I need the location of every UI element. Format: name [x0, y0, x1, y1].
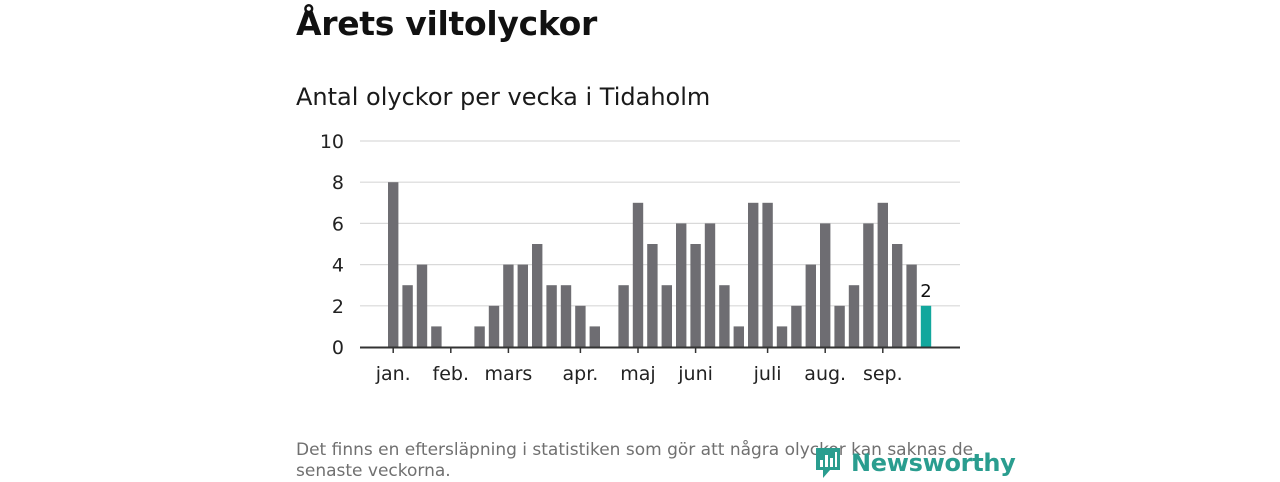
y-tick-label: 10: [320, 131, 344, 153]
y-tick-label: 0: [332, 337, 344, 359]
x-axis-ticks: jan. feb. mars apr. maj juni juli aug. sep.: [375, 348, 903, 385]
bar: [748, 202, 759, 347]
x-tick-label: feb.: [433, 363, 469, 385]
bar: [805, 264, 816, 347]
bar: [661, 285, 672, 347]
bar: [589, 326, 600, 347]
bar: [488, 305, 500, 347]
bar: [791, 305, 802, 347]
bar: [762, 202, 773, 347]
bar: [575, 305, 586, 347]
bar: [532, 244, 543, 347]
x-tick-label: apr.: [562, 363, 598, 385]
newsworthy-logo-icon: [816, 448, 840, 478]
bar: [834, 305, 845, 347]
bar: [431, 326, 442, 347]
footnote: Det finns en eftersläpning i statistiken…: [296, 440, 974, 481]
bar: [690, 244, 701, 347]
bar: [906, 264, 917, 347]
page-title: Årets viltolyckor: [296, 4, 597, 43]
bars: [388, 182, 932, 347]
x-tick-label: sep.: [863, 363, 903, 385]
bar: [618, 285, 629, 347]
bar-chart: 0 2 4 6 8 10 jan. feb. mars apr. maj juni juli aug. s…: [320, 131, 960, 385]
bar: [632, 202, 644, 347]
bar: [416, 264, 428, 347]
bar: [719, 285, 730, 347]
y-tick-label: 6: [332, 213, 344, 235]
bar: [546, 285, 557, 347]
bar: [503, 264, 514, 347]
bar: [892, 244, 903, 347]
data-labels: 2: [920, 281, 931, 302]
x-tick-label: juli: [753, 363, 782, 385]
bar: [704, 223, 716, 347]
bar: [560, 285, 572, 347]
bar: [820, 223, 831, 347]
y-tick-label: 2: [332, 296, 344, 318]
y-tick-label: 8: [332, 172, 344, 194]
bar: [776, 326, 788, 347]
bar: [877, 202, 888, 347]
x-tick-label: juni: [677, 363, 713, 385]
bar: [517, 264, 528, 347]
bar: [647, 244, 658, 347]
brand-logo: Newsworthy: [814, 446, 1016, 480]
bar: [402, 285, 413, 347]
chart-title: Antal olyckor per vecka i Tidaholm: [296, 83, 711, 111]
x-tick-label: maj: [620, 363, 655, 385]
x-tick-label: mars: [484, 363, 532, 385]
x-tick-label: jan.: [375, 363, 411, 385]
y-tick-label: 4: [332, 255, 344, 277]
data-label-highlight: 2: [920, 281, 931, 302]
bar: [848, 285, 860, 347]
bar: [676, 223, 687, 347]
bar: [863, 223, 874, 347]
bar: [474, 326, 485, 347]
bar: [733, 326, 744, 347]
y-axis-ticks: 0 2 4 6 8 10: [320, 131, 344, 359]
bar: [388, 182, 399, 347]
brand-name: Newsworthy: [851, 449, 1016, 477]
gridlines: [360, 140, 960, 307]
x-tick-label: aug.: [804, 363, 846, 385]
bar-highlighted: [920, 305, 932, 347]
